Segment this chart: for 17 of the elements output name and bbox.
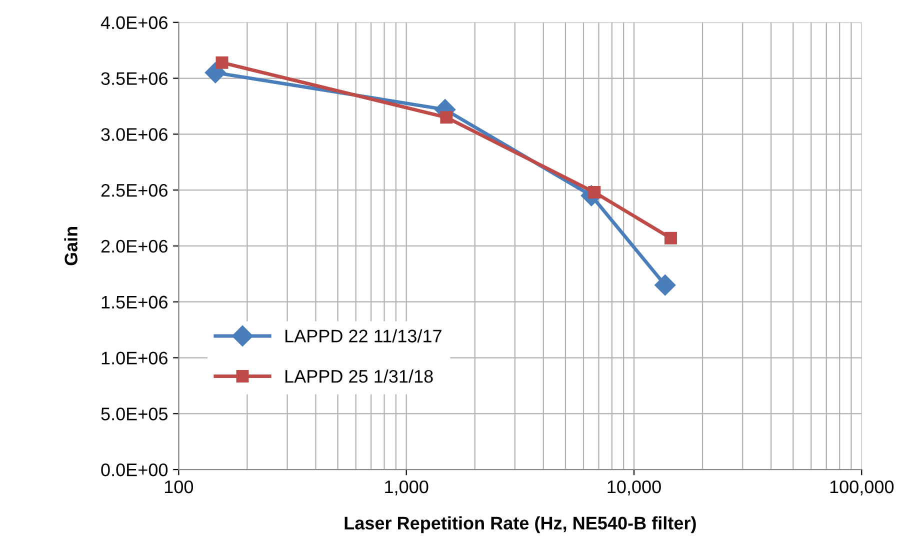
y-tick-label: 3.5E+06: [101, 72, 168, 85]
y-tick-label: 5.0E+05: [101, 408, 168, 420]
x-tick-label: 100,000: [830, 480, 894, 496]
y-tick-label: 4.0E+06: [100, 16, 168, 30]
x-axis-title: Laser Repetition Rate (Hz, NE540-B filter): [344, 516, 696, 534]
legend-label: LAPPD 22 11/13/17: [286, 329, 442, 342]
y-axis-title: Gain: [64, 227, 78, 266]
x-tick-label: 1,000: [385, 480, 428, 496]
y-tick-label: 1.5E+06: [102, 296, 168, 309]
y-tick-label: 2.0E+06: [101, 240, 168, 253]
y-tick-label: 1.0E+06: [102, 352, 168, 364]
x-tick-label: 100: [164, 480, 194, 494]
y-tick-label: 3.0E+06: [101, 128, 168, 141]
y-tick-label: 2.5E+06: [101, 184, 168, 197]
x-tick-label: 10,000: [608, 480, 661, 496]
y-tick-label: 0.0E+00: [101, 463, 168, 476]
legend-label: LAPPD 25 1/31/18: [286, 369, 433, 383]
